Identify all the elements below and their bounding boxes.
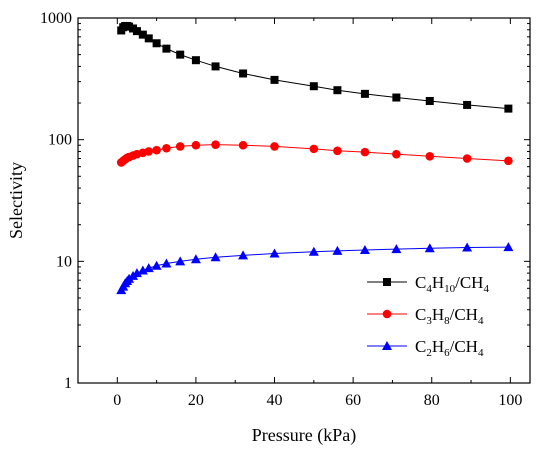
- legend: C4H10/CH4 C3H8/CH4 C2H6/CH4: [367, 273, 489, 359]
- data-point: [162, 143, 171, 153]
- series-1: [116, 140, 513, 167]
- legend-item-0: C4H10/CH4: [367, 273, 489, 295]
- data-point: [190, 254, 201, 264]
- data-point: [132, 27, 141, 36]
- legend-label: C2H6/CH4: [415, 337, 484, 359]
- legend-item-2: C2H6/CH4: [367, 337, 484, 359]
- data-point: [238, 250, 249, 260]
- data-point: [309, 144, 319, 154]
- data-point: [211, 62, 220, 71]
- x-tick-label: 100: [498, 392, 522, 409]
- data-point: [161, 258, 172, 268]
- data-point: [425, 96, 434, 105]
- data-point: [138, 30, 147, 39]
- data-point: [392, 93, 401, 102]
- legend-label: C4H10/CH4: [415, 273, 489, 295]
- y-axis-title: Selectivity: [6, 162, 26, 239]
- data-point: [504, 156, 513, 166]
- x-tick-label: 60: [345, 392, 361, 409]
- x-tick-label: 0: [113, 392, 121, 409]
- series-0: [117, 21, 513, 113]
- legend-label: C3H8/CH4: [415, 305, 484, 327]
- data-point: [210, 252, 221, 262]
- series-2: [116, 242, 514, 295]
- data-point: [333, 146, 342, 156]
- data-point: [308, 246, 319, 256]
- data-point: [424, 243, 435, 253]
- y-tick-label: 1000: [40, 10, 72, 27]
- data-point: [462, 242, 473, 252]
- series-line: [120, 25, 509, 110]
- x-tick-label: 80: [424, 392, 440, 409]
- data-point: [309, 82, 318, 91]
- data-point: [504, 104, 513, 113]
- series-layer: [116, 21, 514, 295]
- data-point: [462, 154, 472, 163]
- data-point: [391, 244, 402, 254]
- data-point: [332, 245, 343, 255]
- data-point: [392, 149, 401, 159]
- x-axis: 0 20 40 60 80 100: [77, 18, 522, 409]
- data-point: [151, 260, 162, 270]
- legend-marker: [383, 278, 391, 286]
- data-point: [191, 56, 200, 65]
- y-axis: 1 10 100 1000: [40, 10, 530, 392]
- data-point: [463, 100, 472, 109]
- y-tick-label: 10: [56, 253, 72, 270]
- data-point: [152, 145, 161, 155]
- data-point: [162, 44, 171, 53]
- data-point: [333, 86, 342, 95]
- data-point: [270, 142, 279, 151]
- data-point: [360, 147, 370, 157]
- data-point: [137, 265, 148, 275]
- x-tick-label: 40: [267, 392, 283, 409]
- data-point: [191, 140, 201, 150]
- data-point: [270, 75, 279, 84]
- data-point: [503, 242, 514, 252]
- data-point: [143, 263, 154, 273]
- data-point: [211, 140, 220, 149]
- data-point: [152, 39, 161, 48]
- legend-marker: [382, 309, 392, 319]
- x-axis-title: Pressure (kPa): [252, 425, 356, 446]
- data-point: [175, 142, 185, 151]
- x-tick-label: 20: [188, 392, 204, 409]
- y-tick-label: 1: [64, 375, 72, 392]
- data-point: [238, 140, 248, 150]
- data-point: [425, 151, 435, 161]
- data-point: [144, 147, 154, 156]
- data-point: [131, 268, 142, 278]
- data-point: [175, 256, 186, 266]
- plot-border: [77, 17, 531, 384]
- data-point: [269, 248, 280, 258]
- data-point: [239, 69, 248, 78]
- data-point: [360, 89, 369, 98]
- plot-frame: [77, 17, 531, 384]
- data-point: [359, 244, 370, 254]
- data-point: [176, 50, 185, 59]
- legend-item-1: C3H8/CH4: [367, 305, 484, 327]
- legend-marker: [382, 341, 392, 350]
- data-point: [144, 34, 153, 43]
- y-tick-label: 100: [48, 132, 72, 149]
